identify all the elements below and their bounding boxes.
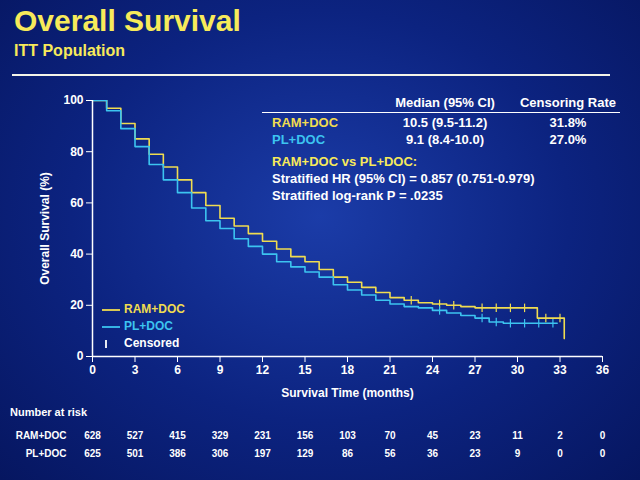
svg-text:103: 103 xyxy=(339,430,356,441)
html-text:Censoring Rate: Censoring Rate xyxy=(520,95,616,110)
html-text:27.0%: 27.0% xyxy=(549,132,587,147)
svg-text:3: 3 xyxy=(132,363,139,377)
html-text:10.5 (9.5-11.2): 10.5 (9.5-11.2) xyxy=(402,115,488,130)
svg-text:30: 30 xyxy=(511,363,525,377)
svg-text:RAM+DOC: RAM+DOC xyxy=(16,430,67,441)
svg-text:231: 231 xyxy=(254,430,271,441)
svg-text:197: 197 xyxy=(254,448,271,459)
svg-text:625: 625 xyxy=(84,448,101,459)
svg-text:6: 6 xyxy=(174,363,181,377)
svg-text:80: 80 xyxy=(70,145,84,159)
svg-text:Overall Survival (%): Overall Survival (%) xyxy=(38,172,52,285)
html-text:RAM+DOC: RAM+DOC xyxy=(124,302,185,316)
html-text:Censored: Censored xyxy=(124,336,180,350)
html-text:RAM+DOC vs PL+DOC:: RAM+DOC vs PL+DOC: xyxy=(272,154,418,169)
svg-text:56: 56 xyxy=(384,448,396,459)
svg-text:45: 45 xyxy=(427,430,439,441)
svg-text:100: 100 xyxy=(63,93,83,107)
svg-text:24: 24 xyxy=(426,363,440,377)
svg-text:0: 0 xyxy=(89,363,96,377)
svg-text:20: 20 xyxy=(70,298,84,312)
html-text:PL+DOC: PL+DOC xyxy=(124,319,173,333)
svg-text:0: 0 xyxy=(77,349,84,363)
svg-text:628: 628 xyxy=(84,430,101,441)
svg-text:36: 36 xyxy=(427,448,439,459)
svg-text:23: 23 xyxy=(469,448,481,459)
svg-text:11: 11 xyxy=(512,430,523,441)
svg-text:9: 9 xyxy=(515,448,521,459)
svg-text:329: 329 xyxy=(212,430,229,441)
html-text:Stratified HR (95% CI) = 0.857: Stratified HR (95% CI) = 0.857 (0.751-0.… xyxy=(272,171,535,186)
html-text:PL+DOC: PL+DOC xyxy=(272,132,326,147)
svg-text:306: 306 xyxy=(212,448,229,459)
svg-text:27: 27 xyxy=(468,363,482,377)
svg-text:415: 415 xyxy=(169,430,186,441)
svg-text:527: 527 xyxy=(127,430,144,441)
html-text:Stratified log-rank P = .0235: Stratified log-rank P = .0235 xyxy=(272,188,443,203)
svg-text:86: 86 xyxy=(342,448,354,459)
svg-text:0: 0 xyxy=(600,430,606,441)
svg-text:36: 36 xyxy=(596,363,610,377)
svg-text:Survival Time (months): Survival Time (months) xyxy=(281,386,413,400)
svg-text:21: 21 xyxy=(383,363,397,377)
svg-text:23: 23 xyxy=(469,430,481,441)
html-text:Overall Survival: Overall Survival xyxy=(14,4,241,37)
svg-text:33: 33 xyxy=(553,363,567,377)
svg-text:15: 15 xyxy=(298,363,312,377)
svg-text:501: 501 xyxy=(127,448,144,459)
svg-text:156: 156 xyxy=(297,430,314,441)
svg-text:386: 386 xyxy=(169,448,186,459)
html-text:ITT Population: ITT Population xyxy=(14,42,126,59)
html-text:31.8%: 31.8% xyxy=(549,115,587,130)
svg-text:60: 60 xyxy=(70,196,84,210)
svg-text:18: 18 xyxy=(341,363,355,377)
svg-text:129: 129 xyxy=(297,448,314,459)
svg-text:40: 40 xyxy=(70,247,84,261)
html-text:9.1 (8.4-10.0): 9.1 (8.4-10.0) xyxy=(406,132,484,147)
svg-text:12: 12 xyxy=(256,363,270,377)
svg-text:9: 9 xyxy=(217,363,224,377)
html-text:RAM+DOC: RAM+DOC xyxy=(272,115,339,130)
svg-text:0: 0 xyxy=(600,448,606,459)
svg-text:0: 0 xyxy=(557,448,563,459)
svg-text:2: 2 xyxy=(557,430,563,441)
svg-text:PL+DOC: PL+DOC xyxy=(26,448,67,459)
svg-text:70: 70 xyxy=(384,430,396,441)
html-text:Median (95% CI): Median (95% CI) xyxy=(395,95,495,110)
html-text:Number at risk: Number at risk xyxy=(10,406,87,418)
